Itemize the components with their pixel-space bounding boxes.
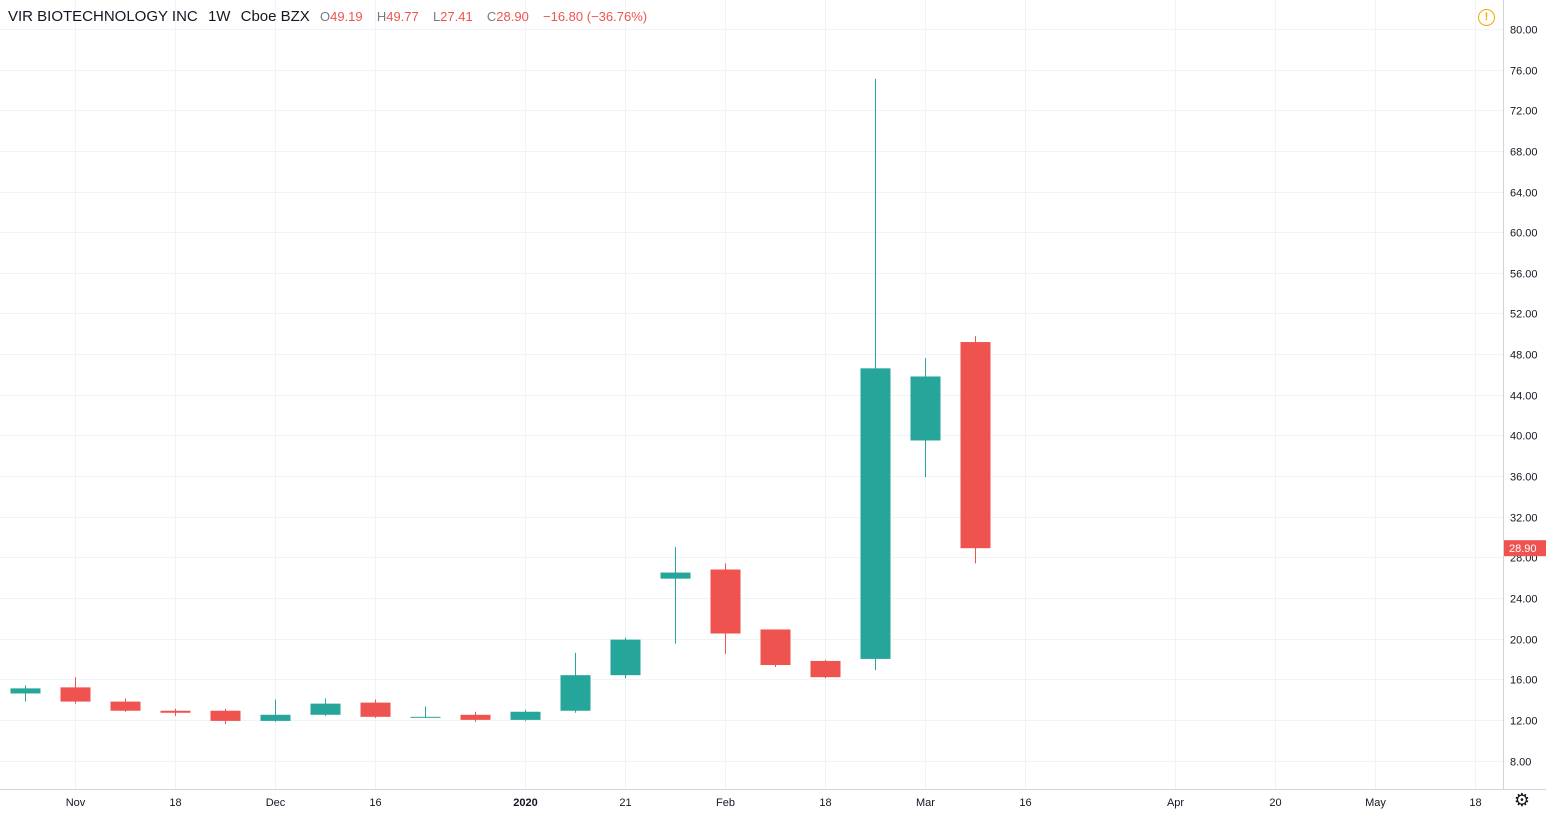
time-axis[interactable]: Nov 18 Dec 16 2020 21 Feb 18 Mar 16 Apr 20 May 18 <box>66 797 1482 809</box>
candle-body <box>10 688 41 694</box>
time-tick-label: 2020 <box>513 797 537 809</box>
price-tick-label: 64.00 <box>1510 188 1538 200</box>
candle-up <box>310 698 341 716</box>
time-tick-label: 21 <box>619 797 631 809</box>
close-label: C <box>486 9 497 24</box>
chart-header: VIR BIOTECHNOLOGY INC 1W Cboe BZX O49.19… <box>8 8 651 25</box>
high-value: 49.77 <box>386 9 419 24</box>
candle-body <box>710 569 741 634</box>
price-tick-label: 40.00 <box>1510 431 1538 443</box>
price-tick-label: 24.00 <box>1510 594 1538 606</box>
price-tick-label: 16.00 <box>1510 675 1538 687</box>
high-label: H <box>376 9 387 24</box>
candle-up <box>560 652 591 713</box>
candle-body <box>860 368 891 659</box>
candle-body <box>560 675 591 711</box>
price-tick-label: 12.00 <box>1510 716 1538 728</box>
last-price-badge <box>1504 540 1546 557</box>
candle-up <box>860 78 891 671</box>
time-tick-label: 18 <box>819 797 831 809</box>
time-tick-label: Nov <box>66 797 86 809</box>
price-tick-label: 56.00 <box>1510 269 1538 281</box>
candle-down <box>710 563 741 654</box>
low-value: 27.41 <box>440 9 473 24</box>
last-price-marker: 28.90 <box>1504 540 1546 557</box>
change-value: −16.80 (−36.76%) <box>543 9 648 24</box>
exclamation-circle-icon[interactable]: ! <box>1478 9 1495 26</box>
candle-body <box>510 711 541 720</box>
price-tick-label: 44.00 <box>1510 391 1538 403</box>
time-tick-label: Feb <box>716 797 735 809</box>
price-tick-label: 60.00 <box>1510 228 1538 240</box>
candle-body <box>110 701 141 711</box>
candle-body <box>360 702 391 717</box>
price-axis[interactable]: 8.0012.0016.0020.0024.0028.0032.0036.004… <box>1510 25 1538 769</box>
exchange-label: Cboe BZX <box>240 8 310 25</box>
candle-down <box>160 708 191 716</box>
open-label: O <box>319 9 331 24</box>
time-tick-label: May <box>1365 797 1386 809</box>
time-tick-label: 16 <box>369 797 381 809</box>
price-tick-label: 36.00 <box>1510 472 1538 484</box>
candle-up <box>410 706 441 718</box>
grid-lines <box>0 0 1503 789</box>
candle-body <box>460 714 491 720</box>
interval-label[interactable]: 1W <box>207 8 231 25</box>
candle-down <box>210 708 241 724</box>
candle-up <box>10 685 41 702</box>
time-tick-label: Dec <box>266 797 286 809</box>
candle-body <box>610 639 641 676</box>
candle-down <box>460 711 491 722</box>
time-tick-label: 18 <box>1469 797 1481 809</box>
candle-body <box>310 703 341 715</box>
time-tick-label: Apr <box>1167 797 1184 809</box>
price-tick-label: 52.00 <box>1510 309 1538 321</box>
price-tick-label: 48.00 <box>1510 350 1538 362</box>
time-tick-label: 20 <box>1269 797 1281 809</box>
candle-up <box>660 547 691 644</box>
candle-body <box>410 716 441 718</box>
price-tick-label: 8.00 <box>1510 757 1531 769</box>
price-tick-label: 80.00 <box>1510 25 1538 37</box>
candle-body <box>60 687 91 702</box>
candle-body <box>810 660 841 678</box>
candle-body <box>760 629 791 666</box>
candle-down <box>110 698 141 712</box>
candle-down <box>60 677 91 704</box>
candle-body <box>960 342 991 549</box>
candle-body <box>910 376 941 441</box>
candle-body <box>260 714 291 721</box>
open-value: 49.19 <box>330 9 363 24</box>
price-tick-label: 76.00 <box>1510 66 1538 78</box>
price-tick-label: 20.00 <box>1510 635 1538 647</box>
symbol-name[interactable]: VIR BIOTECHNOLOGY INC <box>8 8 198 25</box>
low-label: L <box>432 9 441 24</box>
last-price-label: 28.90 <box>1509 543 1537 555</box>
close-value: 28.90 <box>496 9 529 24</box>
candles <box>10 78 991 724</box>
time-tick-label: 18 <box>169 797 181 809</box>
candle-down <box>960 336 991 564</box>
price-tick-label: 72.00 <box>1510 106 1538 118</box>
candle-body <box>660 572 691 579</box>
time-tick-label: 16 <box>1019 797 1031 809</box>
candle-body <box>210 710 241 721</box>
time-tick-label: Mar <box>916 797 935 809</box>
candle-down <box>360 699 391 718</box>
candle-up <box>510 709 541 721</box>
candle-up <box>610 637 641 679</box>
price-tick-label: 32.00 <box>1510 513 1538 525</box>
candle-down <box>760 629 791 668</box>
candle-down <box>810 659 841 679</box>
candle-up <box>260 699 291 722</box>
gear-icon[interactable]: ⚙ <box>1513 790 1531 810</box>
candle-up <box>910 358 941 478</box>
candle-body <box>160 710 191 713</box>
price-tick-label: 68.00 <box>1510 147 1538 159</box>
